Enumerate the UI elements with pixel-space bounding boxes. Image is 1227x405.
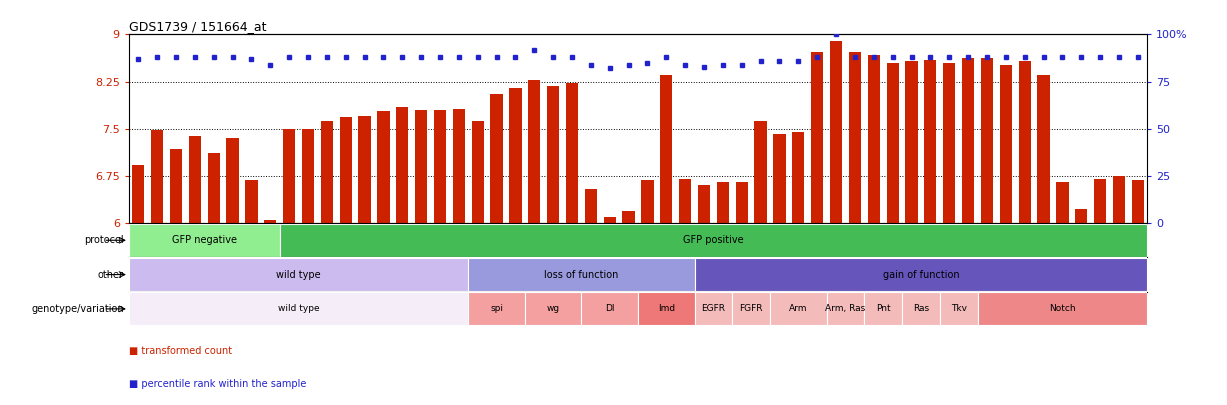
Text: ■ transformed count: ■ transformed count <box>129 346 232 356</box>
Text: spi: spi <box>490 305 503 313</box>
Bar <box>827 292 864 325</box>
Text: other: other <box>98 270 124 279</box>
Text: loss of function: loss of function <box>545 270 618 279</box>
Bar <box>129 258 469 291</box>
Text: genotype/variation: genotype/variation <box>31 304 124 314</box>
Bar <box>694 258 1147 291</box>
Bar <box>887 63 898 223</box>
Bar <box>245 180 258 223</box>
Bar <box>906 61 918 223</box>
Bar <box>566 83 578 223</box>
Text: GDS1739 / 151664_at: GDS1739 / 151664_at <box>129 20 266 33</box>
Bar <box>378 111 389 223</box>
Bar <box>189 136 201 223</box>
Bar <box>491 94 503 223</box>
Text: Tkv: Tkv <box>951 305 967 313</box>
Bar <box>962 58 974 223</box>
Bar <box>358 116 371 223</box>
Bar <box>811 52 823 223</box>
Bar <box>642 180 654 223</box>
Bar <box>736 182 748 223</box>
Bar <box>585 188 598 223</box>
Bar <box>528 80 540 223</box>
Text: Arm: Arm <box>789 305 807 313</box>
Bar <box>698 185 710 223</box>
Bar <box>1075 209 1087 223</box>
Text: gain of function: gain of function <box>882 270 960 279</box>
Bar <box>1094 179 1107 223</box>
Bar <box>771 292 827 325</box>
Bar <box>302 129 314 223</box>
Bar <box>978 292 1147 325</box>
Text: Imd: Imd <box>658 305 675 313</box>
Bar <box>453 109 465 223</box>
Bar <box>1037 75 1049 223</box>
Bar <box>227 138 239 223</box>
Bar <box>582 292 638 325</box>
Bar <box>604 217 616 223</box>
Bar <box>547 86 560 223</box>
Text: wg: wg <box>546 305 560 313</box>
Bar <box>1018 61 1031 223</box>
Bar <box>679 179 691 223</box>
Bar <box>509 88 521 223</box>
Bar <box>320 121 333 223</box>
Bar <box>396 107 409 223</box>
Bar <box>980 58 993 223</box>
Bar <box>660 75 672 223</box>
Bar <box>207 153 220 223</box>
Text: wild type: wild type <box>276 270 321 279</box>
Bar <box>415 110 427 223</box>
Bar <box>133 164 145 223</box>
Bar <box>1131 180 1144 223</box>
Bar <box>151 130 163 223</box>
Bar <box>694 292 733 325</box>
Bar <box>525 292 582 325</box>
Bar <box>755 121 767 223</box>
Bar <box>849 52 861 223</box>
Bar <box>940 292 978 325</box>
Bar <box>280 224 1147 257</box>
Bar <box>902 292 940 325</box>
Bar <box>169 149 182 223</box>
Text: protocol: protocol <box>85 235 124 245</box>
Bar <box>622 211 634 223</box>
Text: GFP negative: GFP negative <box>172 235 237 245</box>
Text: Ras: Ras <box>913 305 929 313</box>
Bar <box>924 60 936 223</box>
Text: EGFR: EGFR <box>702 305 725 313</box>
Text: FGFR: FGFR <box>740 305 763 313</box>
Bar <box>1113 176 1125 223</box>
Bar <box>829 41 842 223</box>
Bar <box>793 132 805 223</box>
Bar <box>867 55 880 223</box>
Bar <box>434 110 447 223</box>
Bar <box>1000 65 1012 223</box>
Bar <box>773 134 785 223</box>
Bar <box>471 121 483 223</box>
Bar <box>638 292 694 325</box>
Text: Arm, Ras: Arm, Ras <box>826 305 865 313</box>
Bar <box>469 258 694 291</box>
Text: ■ percentile rank within the sample: ■ percentile rank within the sample <box>129 379 307 389</box>
Bar <box>283 129 296 223</box>
Bar <box>944 63 956 223</box>
Bar <box>733 292 771 325</box>
Text: GFP positive: GFP positive <box>683 235 744 245</box>
Bar <box>1056 182 1069 223</box>
Text: Dl: Dl <box>605 305 615 313</box>
Text: Notch: Notch <box>1049 305 1076 313</box>
Text: Pnt: Pnt <box>876 305 891 313</box>
Bar <box>264 220 276 223</box>
Bar <box>469 292 525 325</box>
Bar <box>129 224 280 257</box>
Bar <box>717 182 729 223</box>
Bar <box>864 292 902 325</box>
Text: wild type: wild type <box>277 305 319 313</box>
Bar <box>340 117 352 223</box>
Bar <box>129 292 469 325</box>
